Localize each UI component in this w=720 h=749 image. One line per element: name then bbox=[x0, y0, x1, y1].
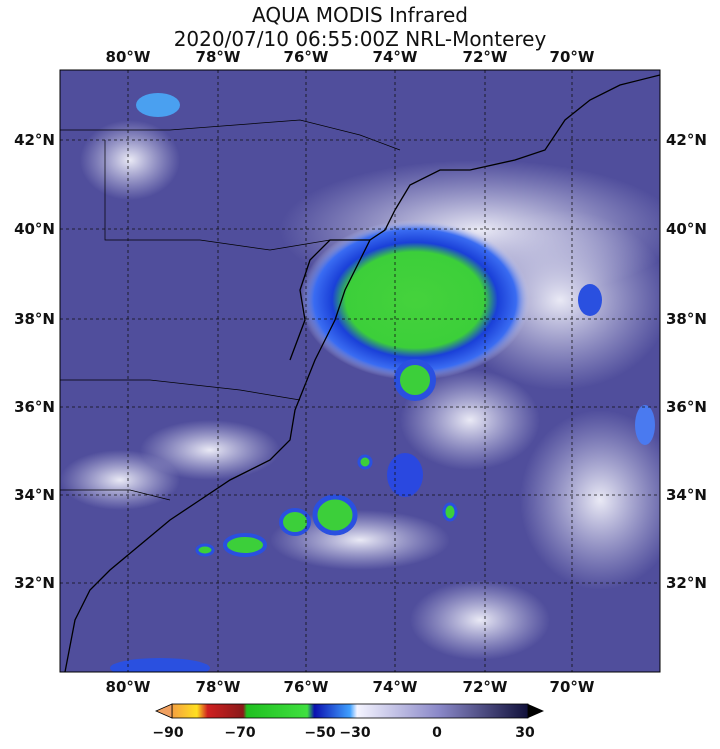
longitude-label-bottom: 78°W bbox=[196, 678, 241, 696]
coastlines bbox=[60, 74, 660, 672]
latitude-label-right: 38°N bbox=[666, 310, 707, 328]
colorbar-high-arrow bbox=[528, 704, 544, 718]
longitude-label-bottom: 74°W bbox=[373, 678, 418, 696]
colorbar-labels: −90 −70 −50 −30 0 30 bbox=[152, 725, 535, 741]
latitude-label-right: 34°N bbox=[666, 486, 707, 504]
map-frame bbox=[59, 69, 661, 673]
colorbar: −90 −70 −50 −30 0 30 bbox=[152, 703, 544, 741]
latitude-label-left: 36°N bbox=[14, 398, 55, 416]
latitude-label-right: 32°N bbox=[666, 574, 707, 592]
colorbar-label: 0 bbox=[432, 725, 442, 741]
latitude-label-left: 42°N bbox=[14, 131, 55, 149]
longitude-label-bottom: 80°W bbox=[106, 678, 151, 696]
longitude-label-top: 70°W bbox=[550, 48, 595, 66]
latitude-label-left: 34°N bbox=[14, 486, 55, 504]
latitude-label-left: 32°N bbox=[14, 574, 55, 592]
latitude-label-left: 38°N bbox=[14, 310, 55, 328]
latitude-label-left: 40°N bbox=[14, 220, 55, 238]
colorbar-label: −70 bbox=[224, 725, 255, 741]
coordinate-labels: 80°W 80°W 78°W 78°W 76°W 76°W 74°W 74°W 72°W 72°W… bbox=[14, 48, 707, 696]
longitude-label-top: 76°W bbox=[284, 48, 329, 66]
colorbar-label: −30 bbox=[339, 725, 370, 741]
convection bbox=[110, 93, 655, 672]
longitude-label-top: 78°W bbox=[196, 48, 241, 66]
colorbar-ramp bbox=[171, 703, 529, 719]
longitude-label-bottom: 72°W bbox=[463, 678, 508, 696]
latitude-label-right: 36°N bbox=[666, 398, 707, 416]
map bbox=[60, 70, 660, 672]
colorbar-label: 30 bbox=[515, 725, 535, 741]
colorbar-label: −90 bbox=[152, 725, 183, 741]
longitude-label-top: 74°W bbox=[373, 48, 418, 66]
longitude-label-top: 80°W bbox=[106, 48, 151, 66]
latitude-label-right: 40°N bbox=[666, 220, 707, 238]
title: AQUA MODIS Infrared bbox=[252, 3, 468, 27]
colorbar-label: −50 bbox=[304, 725, 335, 741]
latitude-label-right: 42°N bbox=[666, 131, 707, 149]
longitude-label-bottom: 70°W bbox=[550, 678, 595, 696]
subtitle: 2020/07/10 06:55:00Z NRL-Monterey bbox=[174, 27, 547, 51]
longitude-label-top: 72°W bbox=[463, 48, 508, 66]
longitude-label-bottom: 76°W bbox=[284, 678, 329, 696]
colorbar-low-arrow bbox=[155, 703, 173, 719]
graticule bbox=[60, 70, 660, 672]
